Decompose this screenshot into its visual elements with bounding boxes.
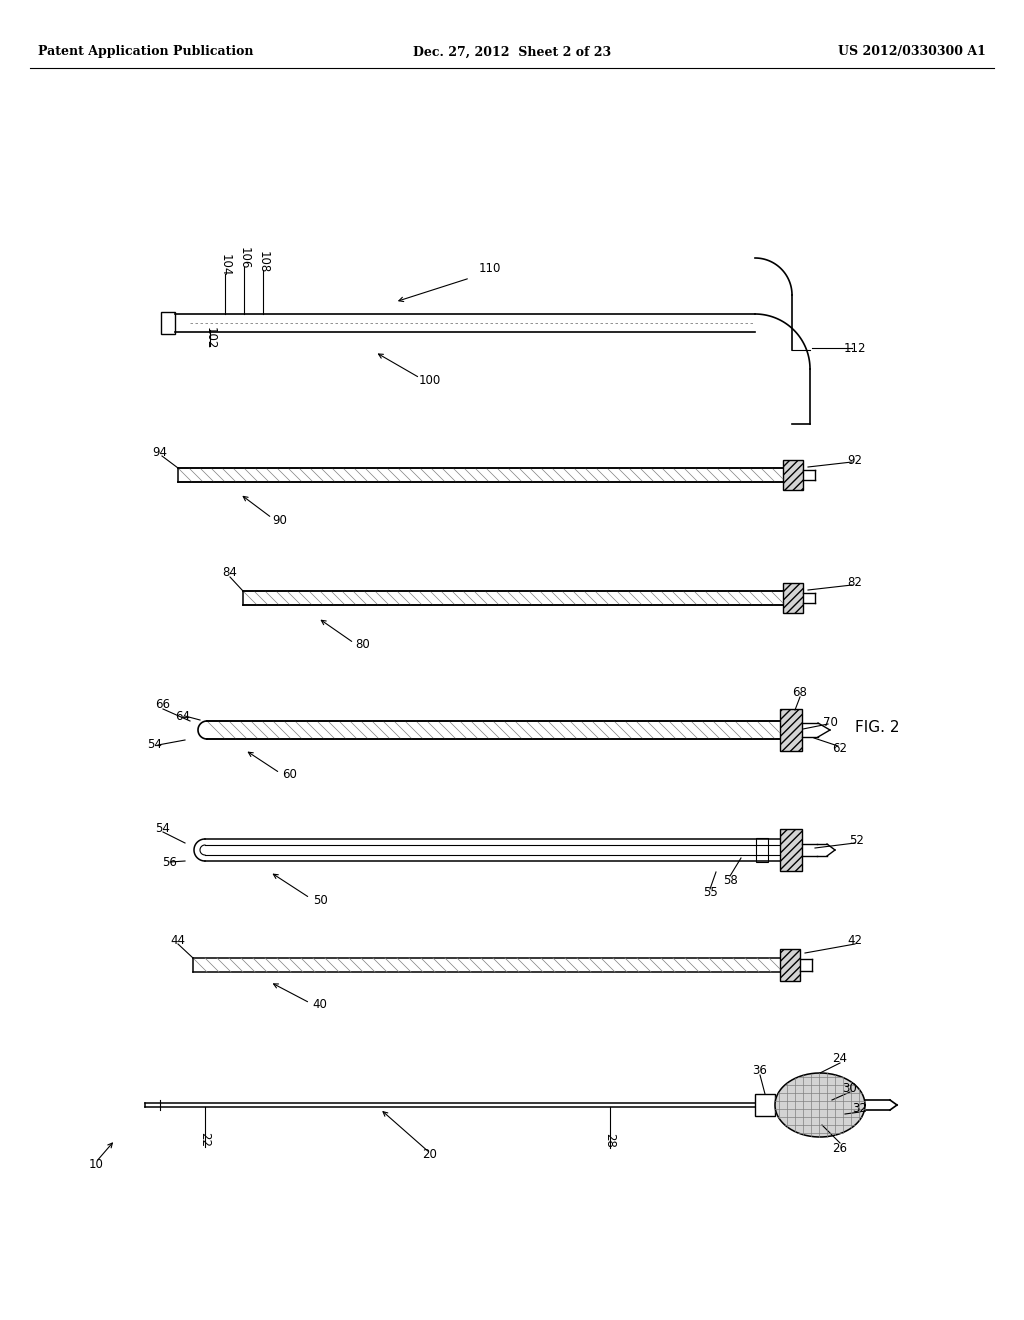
Text: 92: 92 bbox=[848, 454, 862, 466]
Text: Patent Application Publication: Patent Application Publication bbox=[38, 45, 254, 58]
Text: 84: 84 bbox=[222, 566, 238, 579]
Text: 104: 104 bbox=[218, 253, 231, 276]
Text: 66: 66 bbox=[156, 698, 171, 711]
Text: US 2012/0330300 A1: US 2012/0330300 A1 bbox=[838, 45, 986, 58]
Text: 110: 110 bbox=[479, 261, 501, 275]
Text: 22: 22 bbox=[199, 1133, 212, 1147]
Text: 30: 30 bbox=[843, 1081, 857, 1094]
Text: 100: 100 bbox=[419, 374, 441, 387]
Bar bbox=[780, 709, 802, 751]
Text: 26: 26 bbox=[833, 1142, 848, 1155]
Text: 32: 32 bbox=[853, 1101, 867, 1114]
Text: 94: 94 bbox=[153, 446, 168, 459]
Text: 24: 24 bbox=[833, 1052, 848, 1064]
Text: 50: 50 bbox=[312, 894, 328, 907]
Text: 70: 70 bbox=[822, 715, 838, 729]
Text: 52: 52 bbox=[850, 833, 864, 846]
Text: 40: 40 bbox=[312, 998, 328, 1011]
Text: 54: 54 bbox=[156, 821, 170, 834]
Text: 64: 64 bbox=[175, 710, 190, 722]
Text: 112: 112 bbox=[844, 342, 866, 355]
Text: 10: 10 bbox=[88, 1159, 103, 1172]
Text: 108: 108 bbox=[256, 251, 269, 273]
Text: Dec. 27, 2012  Sheet 2 of 23: Dec. 27, 2012 Sheet 2 of 23 bbox=[413, 45, 611, 58]
Bar bbox=[780, 829, 802, 871]
Text: 28: 28 bbox=[603, 1133, 616, 1147]
Text: 62: 62 bbox=[833, 742, 848, 755]
Text: 82: 82 bbox=[848, 577, 862, 590]
Text: 42: 42 bbox=[848, 933, 862, 946]
Bar bbox=[161, 312, 175, 334]
Polygon shape bbox=[775, 1073, 865, 1137]
Text: 56: 56 bbox=[163, 855, 177, 869]
Text: FIG. 2: FIG. 2 bbox=[855, 721, 899, 735]
Text: 20: 20 bbox=[423, 1148, 437, 1162]
Text: 102: 102 bbox=[204, 327, 216, 350]
Text: 55: 55 bbox=[702, 887, 718, 899]
Bar bbox=[755, 1094, 775, 1115]
Bar bbox=[783, 583, 803, 612]
Text: 106: 106 bbox=[238, 247, 251, 269]
Text: 80: 80 bbox=[355, 639, 371, 652]
Text: 44: 44 bbox=[171, 933, 185, 946]
Text: 58: 58 bbox=[723, 874, 737, 887]
Text: 54: 54 bbox=[147, 738, 163, 751]
Bar bbox=[756, 838, 768, 862]
Bar bbox=[783, 459, 803, 490]
Bar bbox=[780, 949, 800, 981]
Text: 68: 68 bbox=[793, 686, 808, 700]
Text: 60: 60 bbox=[283, 768, 297, 781]
Text: 90: 90 bbox=[272, 513, 288, 527]
Text: 36: 36 bbox=[753, 1064, 767, 1077]
